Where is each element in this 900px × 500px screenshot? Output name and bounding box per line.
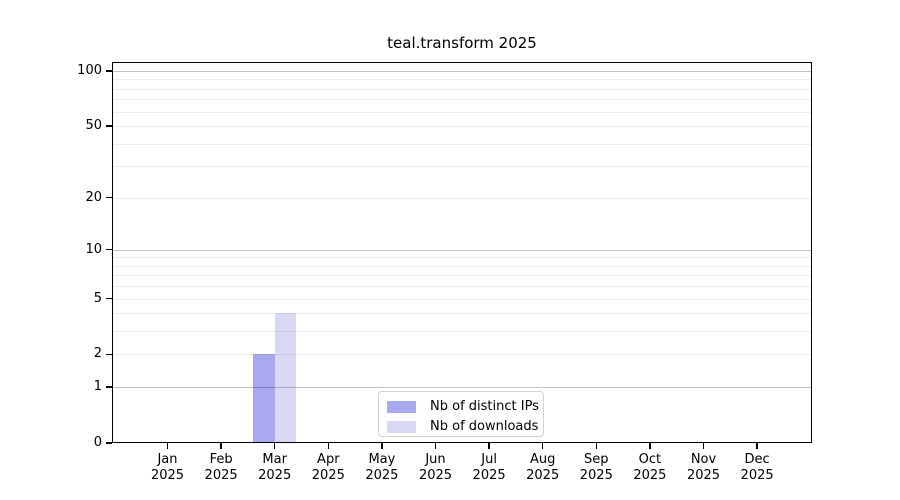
x-tick-label-jan: Jan 2025 [136,452,200,484]
minor-gridline [112,298,812,300]
x-tick-mark [327,443,329,449]
minor-gridline [112,265,812,267]
month-label: Jan [157,452,178,467]
minor-gridline [112,197,812,199]
month-label: Mar [262,452,287,467]
minor-gridline [112,99,812,101]
x-tick-label-dec: Dec 2025 [725,452,789,484]
y-tick-label: 10 [85,241,102,257]
minor-gridline [112,79,812,81]
x-tick-mark [702,443,705,449]
month-label: Oct [638,452,662,467]
year-label: 2025 [418,468,453,483]
minor-gridline [112,111,812,113]
y-tick-mark [106,353,112,356]
x-tick-label-mar: Mar 2025 [243,452,307,484]
x-tick-mark [381,443,383,449]
month-label: Dec [744,452,770,467]
year-label: 2025 [258,468,292,483]
x-tick-mark [756,443,758,449]
minor-gridline [112,286,812,288]
x-tick-mark [542,443,544,449]
month-label: May [368,452,396,467]
y-tick-label: 1 [93,379,102,395]
y-tick-label: 100 [77,63,102,79]
year-label: 2025 [579,468,613,483]
minor-gridline [112,88,812,90]
year-label: 2025 [204,468,238,483]
year-label: 2025 [633,468,667,483]
x-tick-mark [649,443,651,449]
y-tick-label: 20 [85,189,102,205]
y-tick-label: 2 [93,346,102,362]
x-tick-label-jun: Jun 2025 [404,452,468,484]
y-tick-mark [106,386,112,388]
x-tick-mark [274,443,276,449]
legend-label-downloads: Nb of downloads [430,419,539,434]
legend-swatch-distinct-ips [387,400,416,413]
y-tick-label: 0 [93,435,102,450]
legend-label-distinct-ips: Nb of distinct IPs [430,399,539,414]
year-label: 2025 [472,468,506,483]
major-gridline [112,71,812,73]
x-tick-label-jul: Jul 2025 [457,452,521,484]
x-tick-label-may: May 2025 [350,452,414,484]
year-label: 2025 [311,468,345,483]
x-tick-label-feb: Feb 2025 [189,452,253,484]
month-label: Nov [690,452,717,467]
major-gridline [112,249,812,251]
minor-gridline [112,126,812,128]
year-label: 2025 [150,468,185,483]
y-tick-label: 5 [93,290,102,306]
x-tick-label-aug: Aug 2025 [511,452,575,484]
x-tick-label-nov: Nov 2025 [672,452,736,484]
minor-gridline [112,313,812,315]
year-label: 2025 [740,468,774,483]
x-tick-mark [488,443,490,449]
year-label: 2025 [365,468,399,483]
x-tick-mark [220,443,222,449]
legend-swatch-downloads [387,420,416,433]
y-tick-mark [106,70,112,72]
x-tick-mark [434,443,437,449]
y-tick-label: 50 [85,118,102,134]
minor-gridline [112,331,812,333]
major-gridline [112,387,812,389]
month-label: Aug [529,452,556,467]
minor-gridline [112,275,812,277]
minor-gridline [112,354,812,356]
y-tick-mark [106,442,112,444]
month-label: Jul [481,452,497,467]
y-tick-mark [106,297,112,300]
minor-gridline [112,166,812,168]
year-label: 2025 [686,468,721,483]
bar-nb-of-distinct-ips-mar [253,354,275,443]
month-label: Feb [209,452,233,467]
x-tick-mark [595,443,597,449]
legend-item-distinct-ips: Nb of distinct IPs [387,398,539,415]
month-label: Sep [584,452,609,467]
x-tick-label-oct: Oct 2025 [618,452,682,484]
y-tick-mark [106,196,112,199]
month-label: Apr [317,452,340,467]
x-tick-mark [166,443,169,449]
x-tick-label-apr: Apr 2025 [296,452,360,484]
x-tick-label-sep: Sep 2025 [564,452,628,484]
y-tick-mark [106,249,112,251]
plot-frame [112,62,812,443]
month-label: Jun [425,452,446,467]
legend-item-downloads: Nb of downloads [387,418,539,435]
legend: Nb of distinct IPs Nb of downloads [378,391,544,437]
minor-gridline [112,143,812,145]
bar-nb-of-downloads-mar [274,313,297,443]
y-tick-mark [106,125,112,127]
chart-title: teal.transform 2025 [387,34,537,52]
minor-gridline [112,257,812,259]
year-label: 2025 [526,468,560,483]
